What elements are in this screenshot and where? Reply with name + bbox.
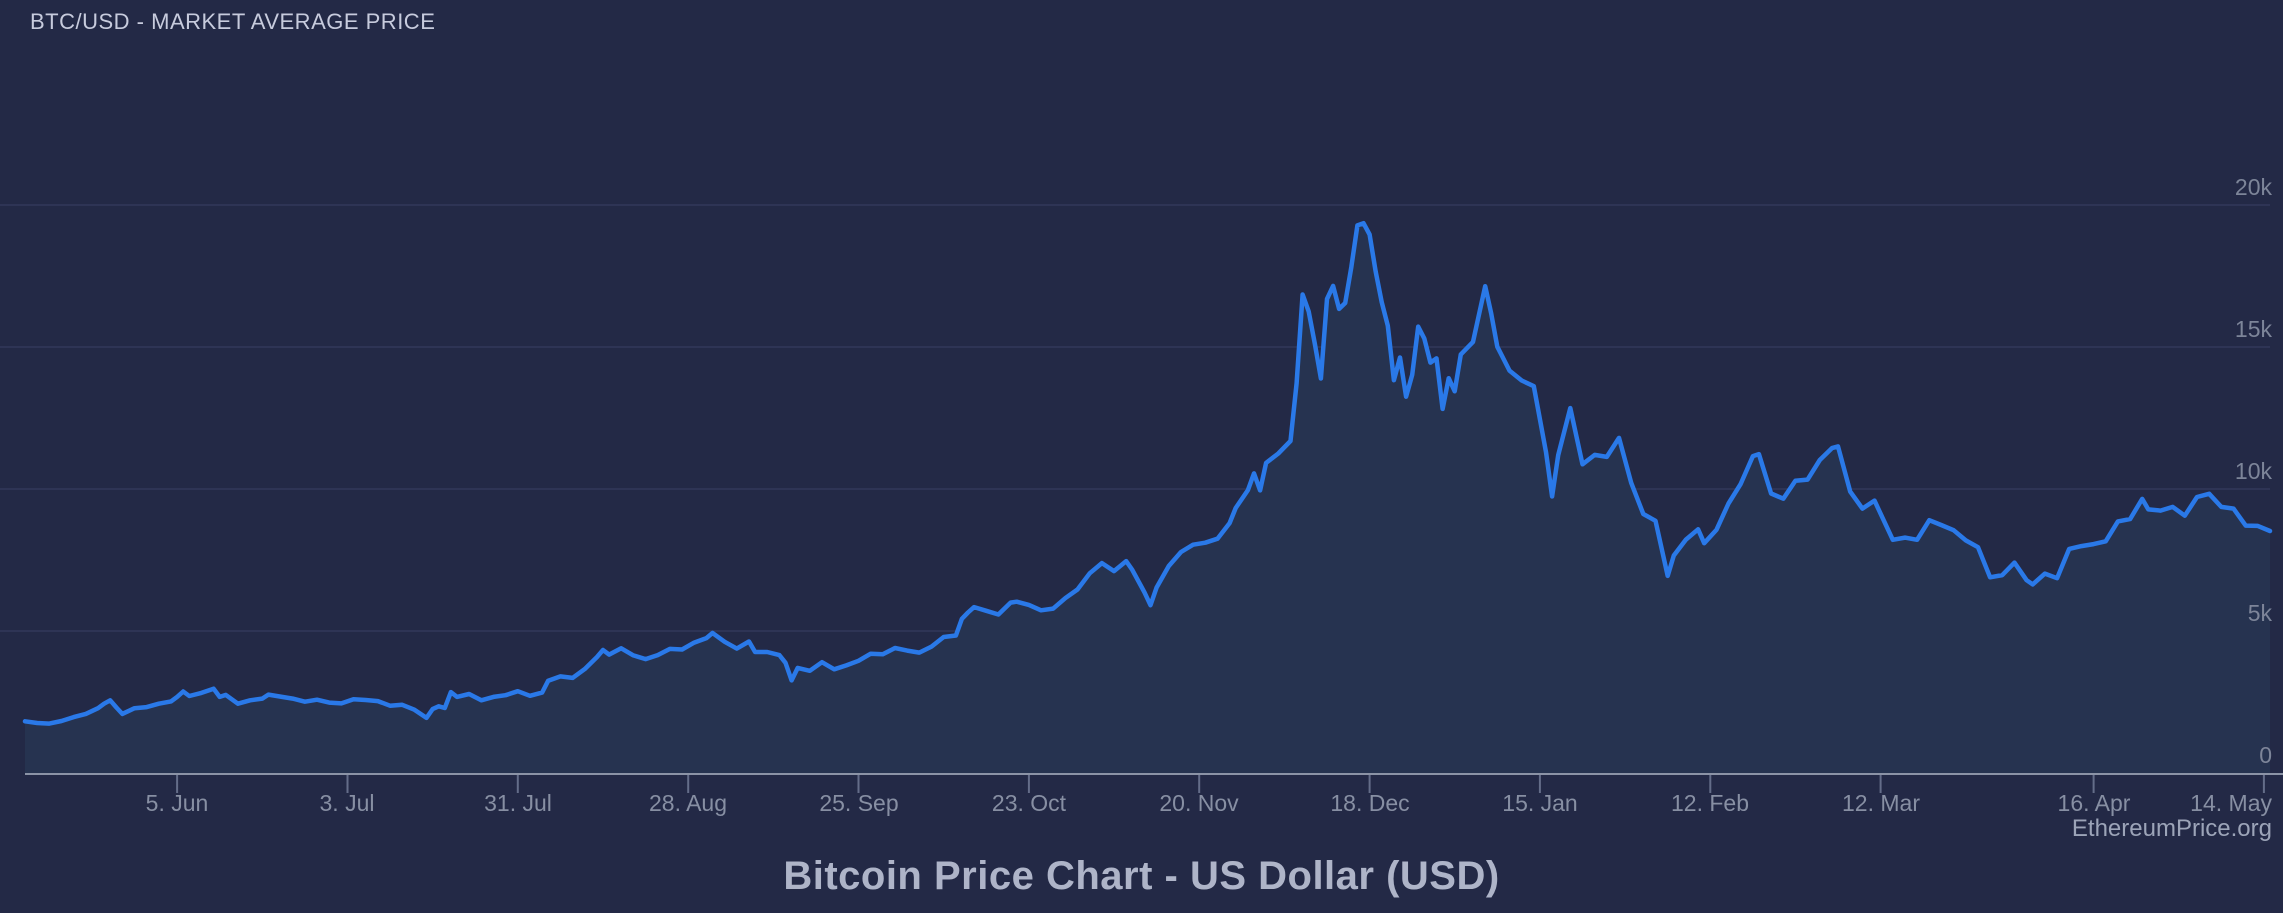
- x-tick-label: 18. Dec: [1330, 790, 1410, 816]
- x-tick-label: 5. Jun: [145, 790, 209, 816]
- y-tick-label: 5k: [2247, 600, 2272, 626]
- x-tick-label: 16. Apr: [2057, 790, 2131, 816]
- y-tick-label: 20k: [2234, 174, 2272, 200]
- y-tick-label: 10k: [2234, 458, 2272, 484]
- chart-title: Bitcoin Price Chart - US Dollar (USD): [783, 854, 1500, 898]
- x-tick-label: 31. Jul: [484, 790, 552, 816]
- y-tick-label: 15k: [2234, 316, 2272, 342]
- x-tick-label: 12. Mar: [1842, 790, 1920, 816]
- y-tick-label: 0: [2259, 742, 2272, 768]
- x-tick-label: 25. Sep: [819, 790, 899, 816]
- chart-header-title: BTC/USD - MARKET AVERAGE PRICE: [30, 9, 436, 34]
- x-tick-label: 23. Oct: [991, 790, 1067, 816]
- x-tick-label: 3. Jul: [319, 790, 375, 816]
- price-area: [25, 223, 2270, 773]
- watermark-link[interactable]: EthereumPrice.org: [2071, 815, 2272, 842]
- x-tick-label: 28. Aug: [648, 790, 728, 816]
- x-tick-label: 20. Nov: [1159, 790, 1239, 816]
- x-tick-label: 12. Feb: [1671, 790, 1749, 816]
- price-line: [22, 220, 2273, 726]
- x-tick-label: 14. May: [2190, 790, 2272, 816]
- x-tick-label: 15. Jan: [1502, 790, 1578, 816]
